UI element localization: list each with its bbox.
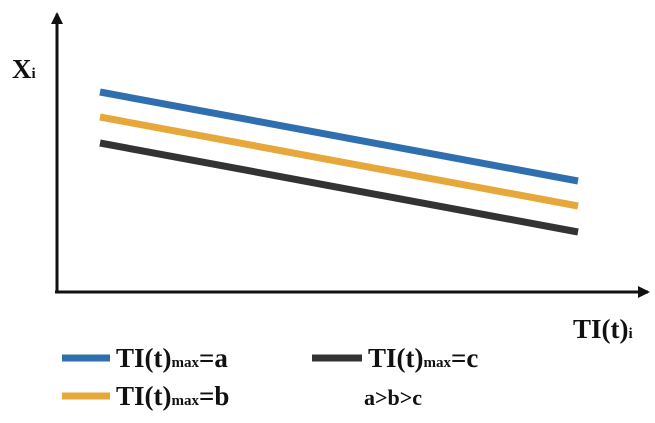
note: a>b>c <box>364 385 422 410</box>
legend-text: =b <box>199 381 229 411</box>
legend-text: TI(t) <box>116 381 172 411</box>
label-sub: i <box>32 66 36 82</box>
label-main: TI(t) <box>573 314 629 344</box>
legend-text: =a <box>199 343 228 373</box>
line-b <box>100 117 578 206</box>
legend-sub: max <box>172 393 200 409</box>
legend-entry: TI(t)max=b <box>116 381 229 411</box>
label-main: X <box>12 54 32 84</box>
legend-text: TI(t) <box>116 343 172 373</box>
legend-sub: max <box>424 355 452 371</box>
legend-entry: TI(t)max=a <box>116 343 228 373</box>
line-c <box>100 143 578 232</box>
label-sub: i <box>629 326 633 342</box>
legend-text: TI(t) <box>368 343 424 373</box>
diagram: Xi TI(t)i TI(t)max=a TI(t)max=c TI(t)max… <box>0 0 655 423</box>
x-axis-label: TI(t)i <box>573 314 633 344</box>
line-a <box>100 92 578 181</box>
legend-sub: max <box>172 355 200 371</box>
legend-text: =c <box>451 343 478 373</box>
y-axis-label: Xi <box>12 54 36 84</box>
legend-entry: TI(t)max=c <box>368 343 478 373</box>
